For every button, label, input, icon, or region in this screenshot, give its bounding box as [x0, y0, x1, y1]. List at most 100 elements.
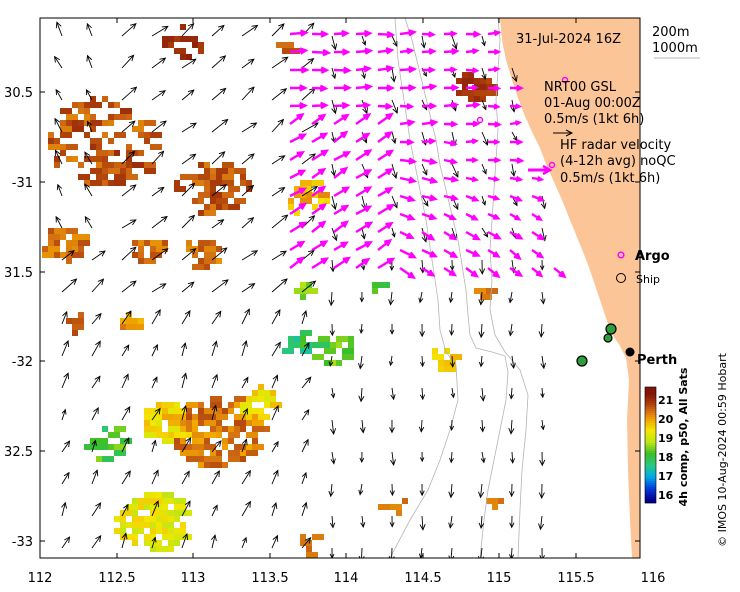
land-mass: [500, 18, 640, 558]
model-arrow: [181, 23, 194, 37]
model-arrow-head: [211, 404, 218, 412]
model-arrow-head: [86, 54, 93, 62]
model-arrow: [541, 227, 546, 241]
model-arrow-head: [309, 153, 316, 160]
model-arrow-head: [389, 427, 395, 434]
model-arrow-head: [331, 73, 337, 80]
radar-arrow-head: [340, 241, 349, 249]
model-arrow: [61, 340, 69, 357]
model-arrow: [181, 183, 195, 197]
model-arrow: [151, 537, 156, 549]
model-arrow-head: [449, 457, 454, 464]
sst-pixel: [144, 162, 156, 168]
model-arrow: [331, 67, 336, 79]
sst-pixel: [114, 132, 126, 138]
colorbar-cell: [645, 395, 656, 398]
model-arrow: [301, 122, 319, 133]
model-arrow: [541, 195, 546, 209]
sst-pixel: [162, 438, 174, 444]
model-arrow: [121, 151, 135, 165]
radar-arrow-head: [298, 133, 308, 141]
model-arrow-head: [272, 374, 279, 382]
radar-legend-line: 0.5m/s (1kt 6h): [560, 171, 660, 186]
sst-pixel: [210, 450, 216, 456]
model-arrow: [540, 323, 543, 337]
model-arrow: [510, 547, 513, 558]
sst-pixel: [288, 336, 294, 342]
sst-pixel: [138, 240, 144, 246]
radar-arrow-head: [408, 251, 417, 259]
model-arrow: [61, 472, 70, 485]
colorbar-cell: [645, 425, 656, 428]
model-arrow-head: [241, 438, 248, 446]
sst-pixel: [144, 534, 150, 540]
model-arrow-head: [161, 215, 168, 223]
radar-arrow-head: [364, 221, 374, 229]
model-arrow-head: [448, 297, 454, 304]
sst-pixel: [156, 426, 162, 432]
model-arrow-head: [482, 138, 489, 146]
model-arrow: [55, 89, 63, 101]
model-arrow: [331, 99, 336, 114]
sst-pixel: [312, 354, 324, 360]
ship-marker-2: [605, 323, 617, 335]
radar-arrow: [377, 113, 393, 125]
sst-pixel: [126, 162, 132, 168]
model-arrow: [481, 67, 486, 80]
model-arrow: [55, 216, 63, 229]
sst-pixel: [222, 408, 228, 414]
sst-pixel: [492, 504, 498, 510]
sst-pixel: [126, 324, 138, 330]
radar-arrow-head: [408, 157, 418, 165]
model-arrow: [420, 547, 423, 558]
sst-pixel: [102, 456, 114, 462]
model-arrow: [61, 440, 70, 453]
radar-arrow-head: [428, 31, 436, 38]
sst-pixel: [312, 180, 324, 186]
sst-pixel: [126, 144, 132, 150]
model-arrow-head: [157, 186, 165, 193]
model-arrow: [241, 470, 251, 485]
sst-pixel: [174, 534, 180, 540]
model-arrow: [151, 470, 159, 485]
sst-pixel: [246, 396, 252, 402]
colorbar-cell: [645, 393, 656, 396]
sst-pixel: [108, 138, 114, 144]
radar-arrow-head: [449, 233, 458, 241]
sst-pixel: [462, 84, 468, 90]
radar-arrow-head: [318, 113, 327, 122]
model-arrow: [86, 23, 93, 37]
sst-pixel: [192, 414, 198, 420]
radar-arrow-head: [429, 194, 438, 202]
radar-arrow-head: [299, 84, 308, 92]
radar-arrow-head: [386, 257, 396, 265]
model-arrow: [211, 279, 229, 293]
radar-arrow-head: [406, 232, 415, 240]
model-arrow: [421, 99, 428, 110]
radar-arrow-head: [493, 213, 501, 220]
model-arrow-head: [328, 361, 334, 367]
sst-pixel: [312, 342, 318, 348]
model-arrow: [271, 250, 287, 261]
model-arrow-head: [358, 489, 364, 496]
sst-pixel: [54, 162, 60, 168]
sst-pixel: [228, 426, 234, 432]
model-arrow-head: [481, 73, 487, 80]
sst-pixel: [138, 504, 144, 510]
model-arrow: [211, 55, 226, 69]
radar-arrow-head: [493, 103, 501, 110]
model-arrow: [360, 323, 363, 334]
model-arrow: [151, 150, 164, 165]
model-arrow-head: [215, 310, 222, 318]
sst-pixel: [156, 402, 162, 408]
colorbar-cell: [645, 427, 656, 430]
sst-pixel: [108, 114, 114, 120]
model-arrow: [121, 406, 131, 421]
radar-arrow-head: [493, 29, 502, 37]
sst-pixel: [174, 186, 186, 192]
model-arrow: [91, 440, 96, 453]
model-arrow: [151, 500, 159, 517]
model-arrow: [121, 437, 130, 453]
radar-arrow-head: [493, 66, 501, 73]
sst-pixel: [318, 342, 330, 348]
